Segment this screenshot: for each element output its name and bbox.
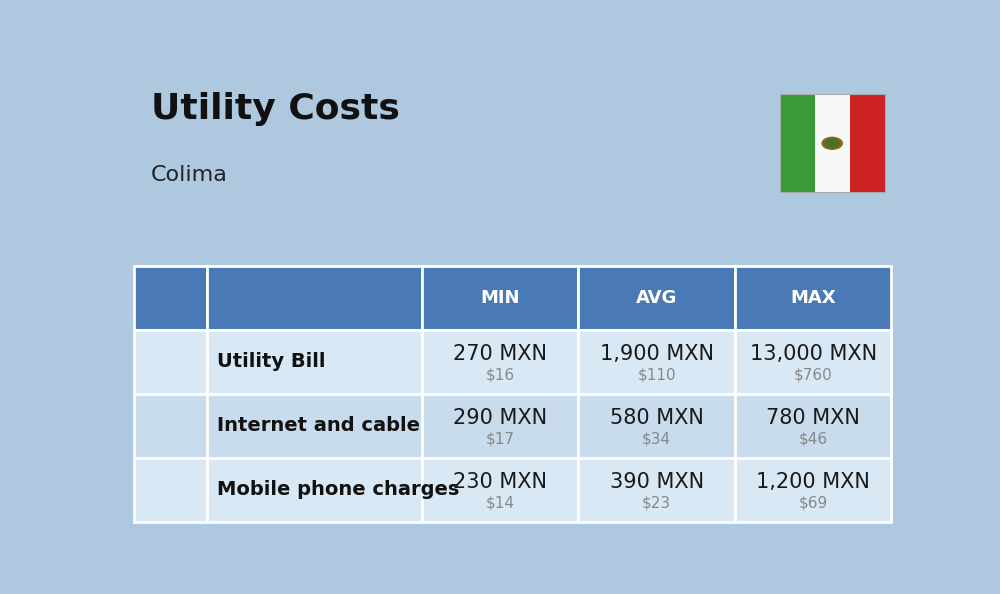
Text: $46: $46 [799, 432, 828, 447]
FancyBboxPatch shape [422, 266, 578, 330]
Text: Mobile phone charges: Mobile phone charges [217, 481, 459, 500]
FancyBboxPatch shape [422, 458, 578, 522]
FancyBboxPatch shape [850, 94, 885, 192]
FancyBboxPatch shape [578, 266, 735, 330]
FancyBboxPatch shape [422, 330, 578, 394]
Text: 13,000 MXN: 13,000 MXN [750, 344, 877, 364]
Text: $110: $110 [637, 368, 676, 383]
Text: MAX: MAX [790, 289, 836, 307]
FancyBboxPatch shape [134, 266, 207, 330]
Text: MIN: MIN [480, 289, 520, 307]
FancyBboxPatch shape [422, 394, 578, 458]
Text: 270 MXN: 270 MXN [453, 344, 547, 364]
Text: 230 MXN: 230 MXN [453, 472, 547, 492]
FancyBboxPatch shape [578, 458, 735, 522]
FancyBboxPatch shape [207, 330, 422, 394]
Text: 1,900 MXN: 1,900 MXN [600, 344, 714, 364]
Text: $16: $16 [485, 368, 515, 383]
FancyBboxPatch shape [578, 330, 735, 394]
Text: 580 MXN: 580 MXN [610, 408, 704, 428]
FancyBboxPatch shape [134, 330, 207, 394]
FancyBboxPatch shape [735, 458, 891, 522]
Text: 390 MXN: 390 MXN [610, 472, 704, 492]
Text: 290 MXN: 290 MXN [453, 408, 547, 428]
Text: Internet and cable: Internet and cable [217, 416, 420, 435]
FancyBboxPatch shape [207, 394, 422, 458]
Text: $23: $23 [642, 496, 671, 511]
FancyBboxPatch shape [207, 458, 422, 522]
Text: 1,200 MXN: 1,200 MXN [756, 472, 870, 492]
FancyBboxPatch shape [134, 458, 207, 522]
Text: AVG: AVG [636, 289, 677, 307]
Text: Utility Bill: Utility Bill [217, 352, 325, 371]
Circle shape [822, 137, 842, 149]
FancyBboxPatch shape [780, 94, 815, 192]
FancyBboxPatch shape [735, 394, 891, 458]
Text: 780 MXN: 780 MXN [766, 408, 860, 428]
FancyBboxPatch shape [134, 394, 207, 458]
Text: $17: $17 [486, 432, 515, 447]
Text: $760: $760 [794, 368, 833, 383]
FancyBboxPatch shape [735, 330, 891, 394]
Text: $69: $69 [799, 496, 828, 511]
Text: $14: $14 [486, 496, 515, 511]
FancyBboxPatch shape [815, 94, 850, 192]
FancyBboxPatch shape [578, 394, 735, 458]
FancyBboxPatch shape [207, 266, 422, 330]
FancyBboxPatch shape [735, 266, 891, 330]
Text: Colima: Colima [151, 165, 227, 185]
Text: $34: $34 [642, 432, 671, 447]
Circle shape [825, 139, 839, 147]
Text: Utility Costs: Utility Costs [151, 92, 399, 126]
